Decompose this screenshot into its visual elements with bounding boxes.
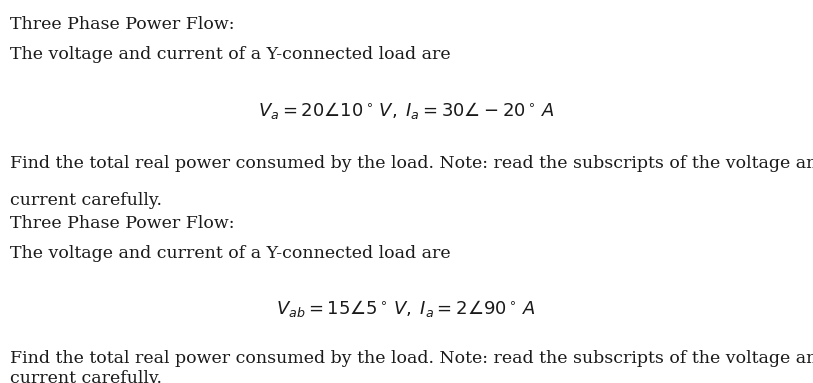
Text: Three Phase Power Flow:: Three Phase Power Flow: [10,16,234,33]
Text: Three Phase Power Flow:: Three Phase Power Flow: [10,215,234,232]
Text: The voltage and current of a Y-connected load are: The voltage and current of a Y-connected… [10,245,450,262]
Text: Find the total real power consumed by the load. Note: read the subscripts of the: Find the total real power consumed by th… [10,350,813,367]
Text: $V_a = 20\angle10^\circ\, V,\; I_a = 30\angle-20^\circ\, A$: $V_a = 20\angle10^\circ\, V,\; I_a = 30\… [258,100,554,121]
Text: $V_{ab} = 15\angle5^\circ\, V,\; I_a = 2\angle90^\circ\, A$: $V_{ab} = 15\angle5^\circ\, V,\; I_a = 2… [276,298,536,319]
Text: The voltage and current of a Y-connected load are: The voltage and current of a Y-connected… [10,46,450,63]
Text: current carefully.: current carefully. [10,370,162,383]
Text: Find the total real power consumed by the load. Note: read the subscripts of the: Find the total real power consumed by th… [10,155,813,172]
Text: current carefully.: current carefully. [10,192,162,209]
